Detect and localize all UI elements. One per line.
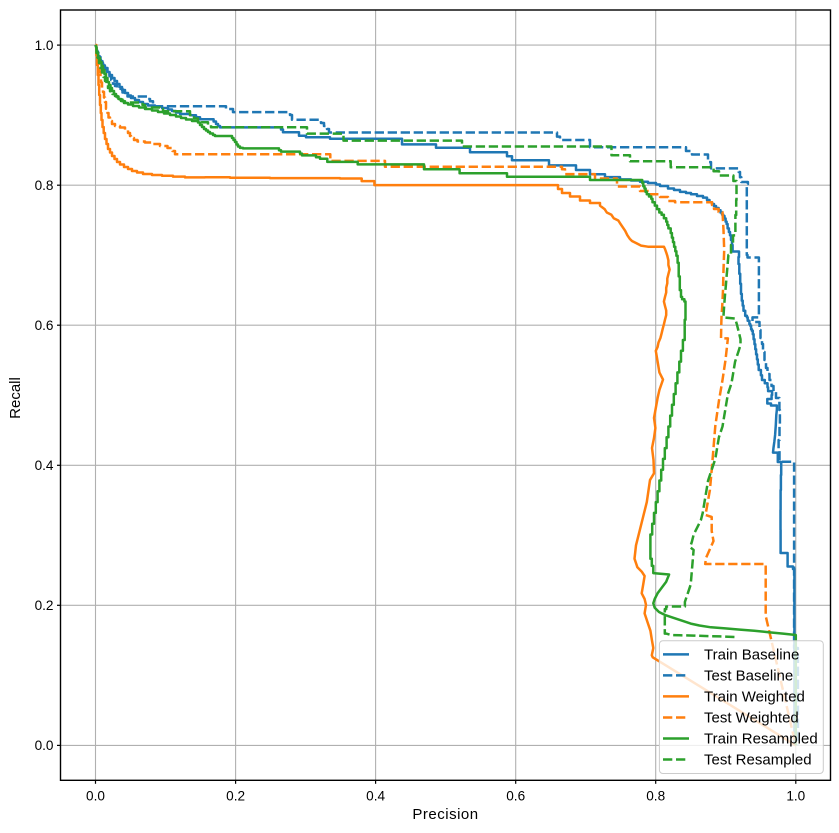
svg-text:0.8: 0.8: [646, 789, 665, 804]
svg-text:Train Weighted: Train Weighted: [704, 689, 805, 706]
svg-text:0.6: 0.6: [35, 318, 54, 333]
svg-text:Train Baseline: Train Baseline: [704, 647, 799, 664]
svg-text:0.0: 0.0: [35, 738, 54, 753]
svg-text:0.8: 0.8: [35, 178, 54, 193]
svg-text:0.0: 0.0: [86, 789, 105, 804]
svg-text:0.4: 0.4: [35, 458, 54, 473]
svg-text:Test Resampled: Test Resampled: [704, 752, 812, 769]
svg-text:Precision: Precision: [412, 806, 478, 823]
svg-text:1.0: 1.0: [35, 38, 54, 53]
svg-text:0.2: 0.2: [226, 789, 245, 804]
svg-text:1.0: 1.0: [786, 789, 805, 804]
svg-text:0.6: 0.6: [506, 789, 525, 804]
svg-text:Train Resampled: Train Resampled: [704, 731, 818, 748]
svg-text:0.2: 0.2: [35, 598, 54, 613]
svg-text:Recall: Recall: [7, 377, 24, 419]
svg-text:Test Baseline: Test Baseline: [704, 668, 793, 685]
svg-text:Test Weighted: Test Weighted: [704, 710, 799, 727]
svg-text:0.4: 0.4: [366, 789, 385, 804]
